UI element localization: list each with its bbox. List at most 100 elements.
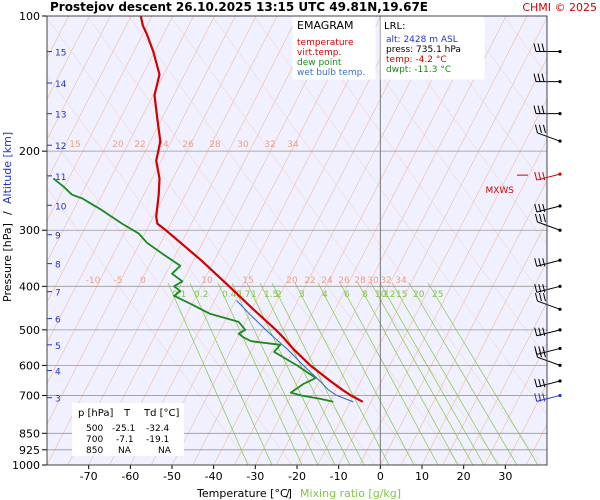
table-cell: 850 <box>86 446 103 456</box>
mixing-ratio-line <box>391 282 499 465</box>
isotherm-label: 15 <box>69 140 80 150</box>
table-header-t: T <box>123 408 131 419</box>
adiabat-line <box>86 16 418 465</box>
isotherm-label: 30 <box>367 276 379 286</box>
altitude-tick-label: 6 <box>55 316 61 326</box>
mixing-ratio-label: 0.7 <box>236 290 250 300</box>
wind-barb-feather <box>538 327 542 336</box>
mixing-ratio-line <box>217 282 303 465</box>
altitude-tick-label: 9 <box>55 232 61 242</box>
mixing-ratio-label: 12 <box>384 290 395 300</box>
altitude-tick-label: 14 <box>55 80 67 90</box>
temperature-tick-label: 20 <box>457 470 471 483</box>
plot-area <box>47 16 547 465</box>
mixing-ratio-line <box>370 282 474 465</box>
lrl-heading: LRL: <box>384 21 405 32</box>
temperature-axis: -70 -60 -50 -40 -30 -20 -10 0 10 20 30 <box>80 465 512 483</box>
wind-barb-feather <box>542 378 546 388</box>
pressure-axis: 100 200 300 400 500 600 700 850 925 1000 <box>12 10 47 472</box>
wind-barb-station <box>558 204 562 208</box>
isotherm-label: -5 <box>114 276 123 286</box>
wind-barb-feather <box>537 73 541 82</box>
mixing-ratio-label: 10 <box>375 290 387 300</box>
mixing-ratio-line <box>357 282 459 465</box>
isotherm-label: 22 <box>134 140 145 150</box>
mixing-ratio-line <box>379 282 485 465</box>
isotherm-line <box>338 57 547 465</box>
mixing-ratio-label: 8 <box>362 290 368 300</box>
y-axis-label-altitude: Altitude [km] <box>1 132 14 204</box>
isotherm-line <box>67 16 299 465</box>
temperature-tick-label: -40 <box>205 470 223 483</box>
table-cell: NA <box>118 446 132 456</box>
pressure-tick-label: 400 <box>19 280 40 293</box>
isotherm-line <box>317 16 547 465</box>
mxws-label: MXWS <box>485 186 514 196</box>
isotherm-label: 26 <box>338 276 350 286</box>
wind-barb-feather <box>542 292 546 302</box>
adiabat-line <box>253 16 547 416</box>
mixing-ratio-label: 4 <box>322 290 328 300</box>
isotherm-line <box>296 16 528 465</box>
y-axis-label-pressure: Pressure [hPa] <box>1 223 14 302</box>
wind-barb-feather <box>538 349 542 358</box>
pressure-tick-label: 500 <box>19 324 40 337</box>
pressure-tick-label: 300 <box>19 224 40 237</box>
series-dew-point-line <box>52 177 334 403</box>
credit-label: CHMI © 2025 <box>522 1 597 14</box>
isotherm-line <box>88 16 319 465</box>
temperature-tick-label: -30 <box>246 470 264 483</box>
wind-barb-feather <box>541 105 545 114</box>
isotherm-line <box>47 16 132 181</box>
mixing-ratio-line <box>231 282 319 465</box>
wind-barb-feather <box>541 73 545 82</box>
wind-barb-shaft <box>537 356 561 366</box>
isotherm-label: 34 <box>287 140 299 150</box>
table-cell: NA <box>158 446 172 456</box>
temperature-tick-label: 10 <box>415 470 429 483</box>
isotherm-label: 20 <box>112 140 124 150</box>
altitude-tick-label: 3 <box>55 395 61 405</box>
legend-virt-temp: virt.temp. <box>297 48 341 58</box>
adiabat-line <box>295 16 547 359</box>
x-axis-label-temperature: Temperature [°C] <box>196 487 292 500</box>
altitude-tick-label: 4 <box>55 368 61 378</box>
isotherm-label: 32 <box>380 276 391 286</box>
mixing-ratio-label: 0.1 <box>172 290 186 300</box>
isotherm-label: 28 <box>209 140 221 150</box>
temperature-tick-label: 0 <box>377 470 384 483</box>
pressure-tick-label: 1000 <box>12 459 40 472</box>
isotherm-line <box>47 16 153 222</box>
pressure-tick-label: 850 <box>19 427 40 440</box>
wind-barbs <box>517 43 562 402</box>
wind-barb-feather <box>542 203 546 213</box>
wind-barb-feather <box>538 171 542 181</box>
mixing-ratio-line <box>189 282 273 465</box>
temperature-tick-label: -10 <box>330 470 348 483</box>
mixing-ratio-lines <box>167 282 539 465</box>
plot-frame <box>46 15 548 466</box>
temperature-tick-label: 30 <box>498 470 512 483</box>
adiabat-line <box>420 16 547 189</box>
temperature-tick-label: -50 <box>163 470 181 483</box>
wind-barb-feather <box>542 284 546 293</box>
altitude-tick-label: 7 <box>55 289 61 299</box>
wind-barb-feather <box>538 258 542 267</box>
adiabat-line <box>336 16 547 303</box>
lrl-temperature: temp: -4.2 °C <box>386 55 447 65</box>
wind-barb-feather <box>534 284 538 293</box>
isotherm-line <box>150 16 382 465</box>
isotherm-line <box>484 342 547 465</box>
altitude-axis: 3 4 5 6 7 8 9 10 11 12 13 14 15 <box>47 49 67 405</box>
wind-barb-feather <box>538 284 542 293</box>
altitude-tick-label: 15 <box>55 49 66 59</box>
wind-barb-feather <box>534 327 538 336</box>
isotherm-line <box>171 16 403 465</box>
isotherm-line <box>192 16 424 465</box>
legend-temperature: temperature <box>297 38 354 48</box>
isotherm-label: -10 <box>86 276 101 286</box>
altitude-tick-label: 5 <box>55 342 61 352</box>
isotherm-label: 28 <box>354 276 366 286</box>
level-table: p [hPa] T Td [°C] 500 -25.1 -32.4 700 -7… <box>72 403 184 456</box>
